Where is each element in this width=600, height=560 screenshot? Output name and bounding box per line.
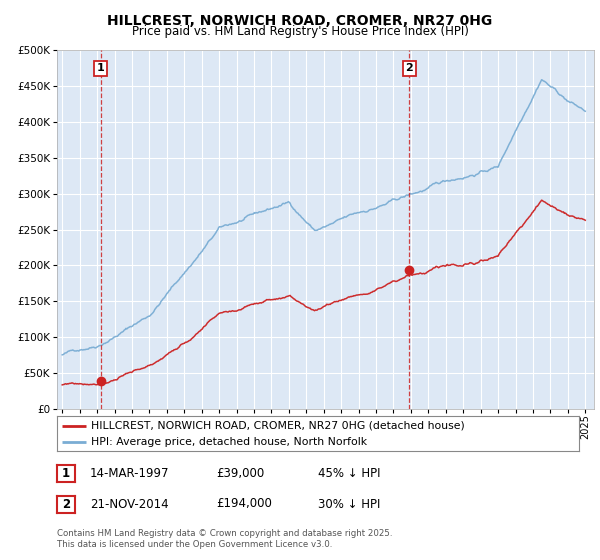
Text: Contains HM Land Registry data © Crown copyright and database right 2025.
This d: Contains HM Land Registry data © Crown c…: [57, 529, 392, 549]
Text: 2: 2: [406, 63, 413, 73]
Text: HILLCREST, NORWICH ROAD, CROMER, NR27 0HG (detached house): HILLCREST, NORWICH ROAD, CROMER, NR27 0H…: [91, 421, 464, 431]
Text: 30% ↓ HPI: 30% ↓ HPI: [318, 497, 380, 511]
Text: 14-MAR-1997: 14-MAR-1997: [90, 466, 170, 480]
Text: Price paid vs. HM Land Registry's House Price Index (HPI): Price paid vs. HM Land Registry's House …: [131, 25, 469, 38]
Text: HILLCREST, NORWICH ROAD, CROMER, NR27 0HG: HILLCREST, NORWICH ROAD, CROMER, NR27 0H…: [107, 14, 493, 28]
Text: 1: 1: [97, 63, 104, 73]
Text: 45% ↓ HPI: 45% ↓ HPI: [318, 466, 380, 480]
Text: £194,000: £194,000: [216, 497, 272, 511]
Text: 21-NOV-2014: 21-NOV-2014: [90, 497, 169, 511]
Text: £39,000: £39,000: [216, 466, 264, 480]
Text: 2: 2: [62, 498, 70, 511]
Text: 1: 1: [62, 467, 70, 480]
Text: HPI: Average price, detached house, North Norfolk: HPI: Average price, detached house, Nort…: [91, 437, 367, 447]
